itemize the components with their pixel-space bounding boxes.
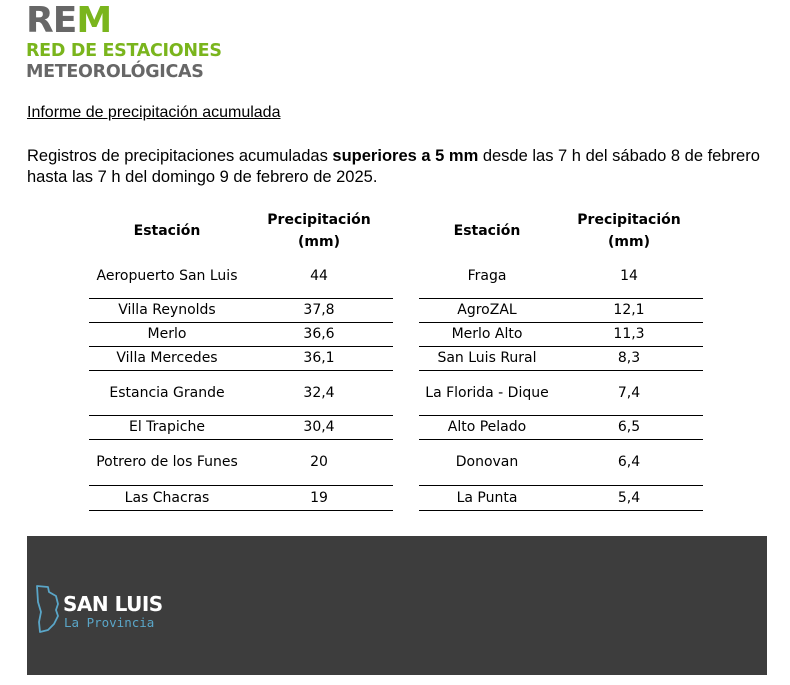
table-header-row: Estación Precipitación (mm) <box>89 207 393 254</box>
header-station: Estación <box>453 222 521 239</box>
station-name: Las Chacras <box>89 485 245 511</box>
table-row: Fraga 14 <box>419 254 703 299</box>
header-precip-line1: Precipitación <box>577 211 681 228</box>
station-name: Estancia Grande <box>89 370 245 416</box>
table-row: San Luis Rural 8,3 <box>419 346 703 371</box>
precipitation-value: 44 <box>245 254 393 299</box>
precipitation-value: 7,4 <box>555 370 703 416</box>
rem-logo-mark: REM <box>26 2 222 40</box>
rem-logo-re: RE <box>26 0 77 41</box>
table-row: Estancia Grande 32,4 <box>89 370 393 416</box>
station-name: El Trapiche <box>89 415 245 440</box>
table-row: Las Chacras 19 <box>89 485 393 511</box>
precipitation-value: 6,5 <box>555 415 703 440</box>
table-row: Villa Reynolds 37,8 <box>89 298 393 323</box>
precipitation-value: 6,4 <box>555 439 703 486</box>
precipitation-value: 32,4 <box>245 370 393 416</box>
station-name: Villa Mercedes <box>89 346 245 371</box>
station-name: Donovan <box>419 439 555 486</box>
precipitation-value: 37,8 <box>245 298 393 323</box>
table-row: La Punta 5,4 <box>419 485 703 511</box>
table-row: Potrero de los Funes 20 <box>89 439 393 486</box>
precipitation-value: 11,3 <box>555 322 703 347</box>
table-row: El Trapiche 30,4 <box>89 415 393 440</box>
table-body-right: Fraga 14 AgroZAL 12,1 Merlo Alto 11,3 San Luis… <box>419 254 703 511</box>
station-name: Potrero de los Funes <box>89 439 245 486</box>
report-title: Informe de precipitación acumulada <box>27 104 281 121</box>
san-luis-brand: SAN LUIS <box>63 592 163 616</box>
table-row: Alto Pelado 6,5 <box>419 415 703 440</box>
rem-logo-m: M <box>76 0 112 41</box>
table-row: Merlo 36,6 <box>89 322 393 347</box>
precipitation-value: 5,4 <box>555 485 703 511</box>
precipitation-value: 36,6 <box>245 322 393 347</box>
table-row: Villa Mercedes 36,1 <box>89 346 393 371</box>
precipitation-value: 12,1 <box>555 298 703 323</box>
table-row: Donovan 6,4 <box>419 439 703 486</box>
table-row: Aeropuerto San Luis 44 <box>89 254 393 299</box>
table-row: La Florida - Dique 7,4 <box>419 370 703 416</box>
header-precip-line1: Precipitación <box>267 211 371 228</box>
la-provincia-subtitle: La Provincia <box>64 615 155 630</box>
rem-logo: REM RED DE ESTACIONES METEOROLÓGICAS <box>26 2 222 83</box>
station-name: Fraga <box>419 254 555 299</box>
station-name: San Luis Rural <box>419 346 555 371</box>
station-name: Villa Reynolds <box>89 298 245 323</box>
table-body-left: Aeropuerto San Luis 44 Villa Reynolds 37,8 M… <box>89 254 393 511</box>
rem-logo-line1: RED DE ESTACIONES <box>26 41 222 61</box>
precipitation-table-right: Estación Precipitación (mm) Fraga 14 AgroZA… <box>419 207 703 511</box>
header-precipitation: Precipitación (mm) <box>555 207 703 254</box>
station-name: La Punta <box>419 485 555 511</box>
precipitation-value: 14 <box>555 254 703 299</box>
precipitation-value: 20 <box>245 439 393 486</box>
header-precipitation: Precipitación (mm) <box>245 207 393 254</box>
precipitation-value: 8,3 <box>555 346 703 371</box>
san-luis-province-outline-icon <box>36 585 59 633</box>
table-row: Merlo Alto 11,3 <box>419 322 703 347</box>
table-row: AgroZAL 12,1 <box>419 298 703 323</box>
intro-text-before: Registros de precipitaciones acumuladas <box>27 147 333 165</box>
rem-logo-line2: METEOROLÓGICAS <box>26 62 204 82</box>
station-name: AgroZAL <box>419 298 555 323</box>
station-name: La Florida - Dique <box>419 370 555 416</box>
header-station: Estación <box>133 222 201 239</box>
precipitation-table-left: Estación Precipitación (mm) Aeropuerto Sa… <box>89 207 393 511</box>
intro-text-after: desde las 7 h del sábado 8 de febrero ha… <box>27 147 760 186</box>
precipitation-value: 30,4 <box>245 415 393 440</box>
precipitation-value: 19 <box>245 485 393 511</box>
header-precip-line2: (mm) <box>298 233 340 250</box>
station-name: Aeropuerto San Luis <box>89 254 245 299</box>
station-name: Merlo <box>89 322 245 347</box>
intro-text-bold: superiores a 5 mm <box>332 147 479 165</box>
precipitation-value: 36,1 <box>245 346 393 371</box>
intro-paragraph: Registros de precipitaciones acumuladas … <box>27 146 767 188</box>
station-name: Alto Pelado <box>419 415 555 440</box>
station-name: Merlo Alto <box>419 322 555 347</box>
table-header-row: Estación Precipitación (mm) <box>419 207 703 254</box>
footer-banner: SAN LUIS La Provincia <box>27 536 767 675</box>
header-precip-line2: (mm) <box>608 233 650 250</box>
